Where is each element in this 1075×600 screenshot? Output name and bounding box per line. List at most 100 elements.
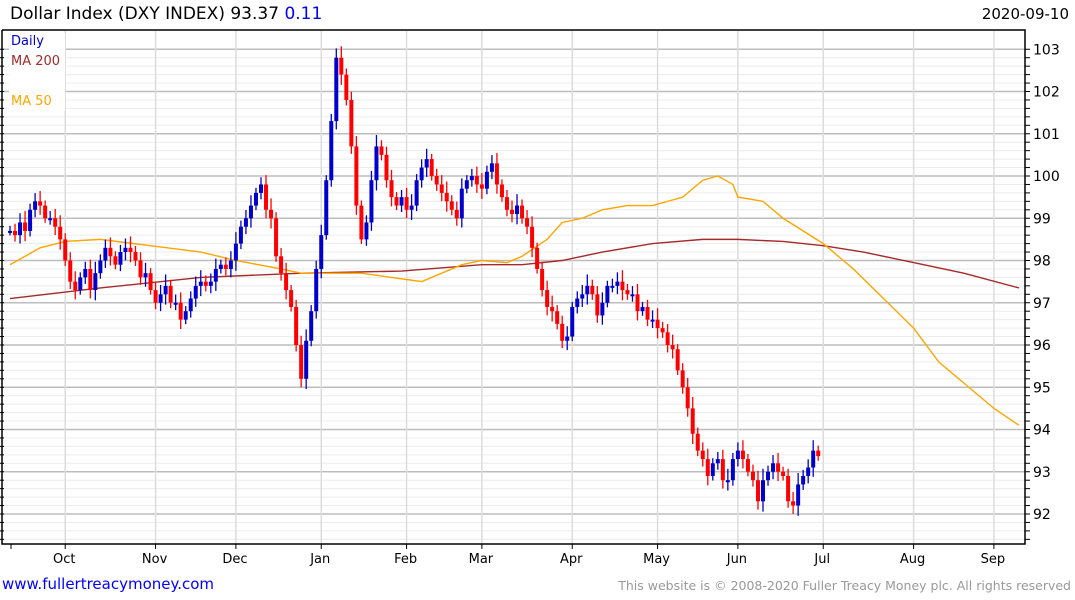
candle <box>213 258 218 291</box>
candle <box>389 169 394 207</box>
candle-body <box>148 273 153 291</box>
candle-body <box>791 501 796 506</box>
candle <box>635 283 640 321</box>
candle <box>479 173 484 199</box>
candle-body <box>314 268 319 312</box>
candle <box>766 465 771 486</box>
candle-body <box>153 290 158 303</box>
candle-body <box>615 281 620 286</box>
candle <box>394 192 399 211</box>
candle <box>781 466 786 481</box>
candle <box>203 275 208 292</box>
candle <box>630 286 635 302</box>
website-link[interactable]: www.fullertreacymoney.com <box>2 575 215 593</box>
candle <box>359 200 364 244</box>
candle-body <box>510 209 514 215</box>
candle <box>344 68 349 106</box>
candle <box>565 326 570 351</box>
legend-ma50: MA 50 <box>11 94 52 109</box>
candle-body <box>233 243 238 261</box>
candle <box>550 295 555 322</box>
candle-body <box>464 180 469 189</box>
candle <box>811 440 816 477</box>
candle <box>274 212 279 262</box>
candle <box>314 260 319 319</box>
candle <box>13 223 18 242</box>
y-tick-label: 103 <box>1033 42 1060 58</box>
legend-daily: Daily <box>11 34 44 49</box>
candle <box>489 155 494 180</box>
candle-body <box>394 197 399 206</box>
candle-body <box>354 146 359 206</box>
candle <box>354 136 359 215</box>
candle <box>113 251 118 270</box>
candle <box>284 262 289 300</box>
candle-body <box>489 163 494 172</box>
candle-body <box>745 459 750 472</box>
candle <box>484 165 489 195</box>
candle <box>243 210 248 235</box>
candle-body <box>620 281 625 291</box>
candle-body <box>304 340 309 379</box>
candle-body <box>329 121 334 181</box>
candle <box>444 181 449 212</box>
candle-body <box>479 184 484 189</box>
candle <box>700 442 705 467</box>
candle <box>73 271 78 300</box>
candle <box>168 279 173 309</box>
candle-body <box>73 281 78 291</box>
candle <box>233 232 238 271</box>
candle-body <box>575 298 580 307</box>
candle-body <box>259 184 263 193</box>
candle-body <box>68 260 73 282</box>
candle-body <box>248 205 253 219</box>
candle-body <box>520 205 525 219</box>
candle-body <box>183 311 188 320</box>
candle <box>299 335 304 388</box>
candle <box>339 46 344 85</box>
y-tick-label: 95 <box>1033 380 1051 396</box>
candle-body <box>43 205 48 219</box>
candle <box>269 198 274 229</box>
price-change: 0.11 <box>284 4 323 24</box>
candle-body <box>33 201 38 210</box>
candle <box>208 273 213 294</box>
candle <box>329 113 334 187</box>
candle-body <box>223 264 228 269</box>
candle <box>761 468 765 512</box>
candle <box>791 492 796 514</box>
candle-body <box>334 57 339 122</box>
candle <box>680 363 685 394</box>
x-tick-label: May <box>643 552 670 567</box>
candle <box>349 91 354 154</box>
candle-body <box>655 319 660 329</box>
candle-body <box>710 463 715 476</box>
candle-body <box>23 222 28 231</box>
candle <box>304 329 309 390</box>
candle-body <box>28 209 33 231</box>
candle <box>515 194 520 225</box>
candle <box>23 211 28 242</box>
candle <box>78 272 83 295</box>
candle <box>178 292 183 329</box>
candle-body <box>761 480 765 502</box>
candle-body <box>364 222 369 240</box>
candle <box>279 248 284 281</box>
legend-ma200: MA 200 <box>11 54 60 69</box>
candle <box>38 190 43 215</box>
candle <box>33 193 38 218</box>
candle-body <box>98 260 103 274</box>
candle-body <box>218 264 223 269</box>
candle <box>374 135 379 191</box>
x-tick-label: Oct <box>53 552 75 567</box>
candle-body <box>715 459 720 464</box>
candle <box>675 344 680 375</box>
candle <box>123 238 128 261</box>
candle-body <box>811 450 816 468</box>
candle <box>334 48 339 130</box>
candle-body <box>755 480 760 502</box>
candle <box>404 187 409 219</box>
candle-body <box>128 247 133 253</box>
candle <box>108 237 113 266</box>
